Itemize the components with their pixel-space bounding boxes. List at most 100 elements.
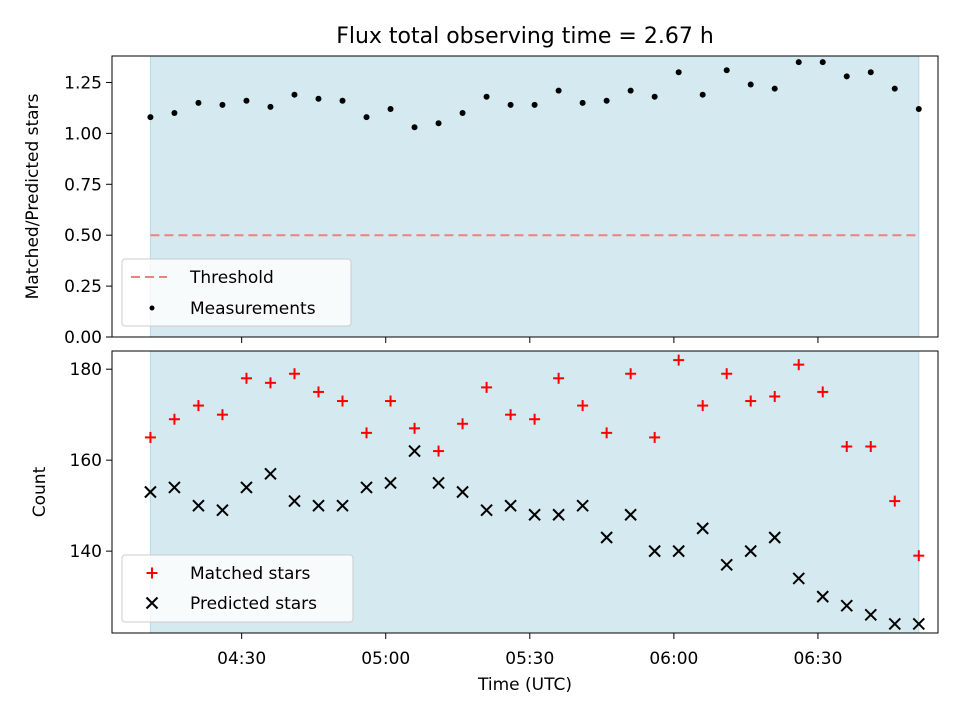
measurement-point xyxy=(219,101,226,108)
matched-star-point xyxy=(144,431,156,443)
matched-star-point xyxy=(577,400,589,412)
predicted-star-point xyxy=(504,499,517,512)
measurement-point xyxy=(771,85,778,92)
x-tick-label: 06:30 xyxy=(793,649,842,669)
y-axis-label-bottom: Count xyxy=(30,466,50,517)
measurement-point xyxy=(891,85,898,92)
chart-title: Flux total observing time = 2.67 h xyxy=(336,24,714,49)
y-tick-label: 180 xyxy=(70,360,102,380)
top-panel: 0.00 0.25 0.50 0.75 1.00 1.25 Matched/Predict… xyxy=(23,55,939,348)
measurement-point xyxy=(363,114,370,121)
plot-frame-bottom xyxy=(111,350,939,634)
predicted-star-point xyxy=(912,617,925,631)
predicted-star-point xyxy=(624,508,637,521)
x-tick-label: 05:00 xyxy=(361,649,410,669)
x-axis-label: Time (UTC) xyxy=(477,675,572,695)
measurement-point xyxy=(435,120,442,127)
matched-star-point xyxy=(769,390,781,402)
matched-star-point xyxy=(673,354,685,366)
predicted-star-point xyxy=(600,531,613,544)
predicted-star-point xyxy=(360,481,373,494)
measurement-point xyxy=(171,110,178,117)
legend-predicted-label: Predicted stars xyxy=(190,594,317,614)
matched-star-point xyxy=(745,395,757,407)
measurement-point xyxy=(483,93,490,100)
predicted-star-point xyxy=(864,608,877,622)
predicted-star-point xyxy=(264,467,277,481)
predicted-star-point xyxy=(888,617,901,631)
measurement-point xyxy=(627,87,634,94)
predicted-star-point xyxy=(240,481,253,494)
predicted-star-point xyxy=(768,531,781,544)
legend-matched-swatch xyxy=(146,567,158,579)
predicted-star-point xyxy=(792,572,805,585)
bottom-panel: 140 160 180 04:30 05:00 05:30 06:00 06:30 Count… xyxy=(30,350,939,695)
measurement-point xyxy=(195,99,202,106)
matched-star-point xyxy=(697,400,709,412)
matched-star-point xyxy=(192,400,204,412)
predicted-star-point xyxy=(720,558,733,571)
matched-star-point xyxy=(649,431,661,443)
measurement-point xyxy=(795,59,802,66)
x-tick-label: 04:30 xyxy=(217,649,266,669)
legend-top: Threshold Measurements xyxy=(121,258,352,327)
matched-star-point xyxy=(553,372,565,384)
matched-star-point xyxy=(433,445,445,457)
y-tick-label: 0.00 xyxy=(64,328,102,348)
predicted-star-point xyxy=(312,499,325,512)
matched-star-point xyxy=(240,372,252,384)
measurement-point xyxy=(147,114,154,121)
predicted-star-point xyxy=(456,485,469,499)
matched-star-point xyxy=(216,409,228,421)
y-tick-label: 0.25 xyxy=(64,277,102,297)
predicted-star-point xyxy=(648,544,661,558)
legend-predicted-swatch xyxy=(145,596,159,610)
predicted-star-point xyxy=(144,485,157,499)
measurement-point xyxy=(867,69,874,76)
predicted-star-point xyxy=(408,444,421,458)
predicted-star-point xyxy=(528,508,541,521)
predicted-star-point xyxy=(480,503,493,517)
matched-star-point xyxy=(529,413,541,425)
predicted-star-point xyxy=(288,494,301,508)
y-tick-label: 140 xyxy=(70,542,102,562)
matched-star-point xyxy=(385,395,397,407)
legend-measurements-label: Measurements xyxy=(190,299,316,319)
predicted-star-point xyxy=(216,503,229,517)
measurement-point xyxy=(243,97,250,104)
matched-star-point xyxy=(457,418,469,430)
legend-measurements-swatch xyxy=(149,305,155,311)
matched-star-point xyxy=(721,368,733,380)
predicted-star-point xyxy=(336,499,349,512)
measurement-point xyxy=(387,105,394,112)
measurement-point xyxy=(603,97,610,104)
measurement-point xyxy=(459,110,466,117)
measurement-point xyxy=(339,97,346,104)
x-tick-label: 05:30 xyxy=(505,649,554,669)
measurement-point xyxy=(531,101,538,108)
predicted-star-point xyxy=(384,476,397,490)
plot-frame-top xyxy=(111,55,939,338)
measurement-point xyxy=(819,59,826,66)
legend-matched-label: Matched stars xyxy=(190,564,310,584)
legend-box-top xyxy=(121,258,352,327)
legend-matched-marker xyxy=(146,567,158,579)
legend-bottom: Matched stars Predicted stars xyxy=(121,554,354,623)
matched-star-point xyxy=(481,381,493,393)
predicted-star-point xyxy=(816,590,829,603)
matched-star-point xyxy=(913,550,925,562)
measurement-point xyxy=(747,81,754,88)
measurement-point xyxy=(291,91,298,98)
matched-star-point xyxy=(601,427,613,439)
measurement-point xyxy=(699,91,706,98)
measurement-point xyxy=(267,103,274,110)
matched-star-point xyxy=(793,359,805,371)
predicted-star-point xyxy=(432,476,445,490)
x-tick-label: 06:00 xyxy=(649,649,698,669)
y-tick-label: 1.00 xyxy=(64,124,102,144)
matched-star-point xyxy=(625,368,637,380)
y-tick-label: 160 xyxy=(70,451,102,471)
predicted-star-point xyxy=(672,544,685,558)
matched-star-point xyxy=(168,413,180,425)
matched-star-point xyxy=(889,495,901,507)
